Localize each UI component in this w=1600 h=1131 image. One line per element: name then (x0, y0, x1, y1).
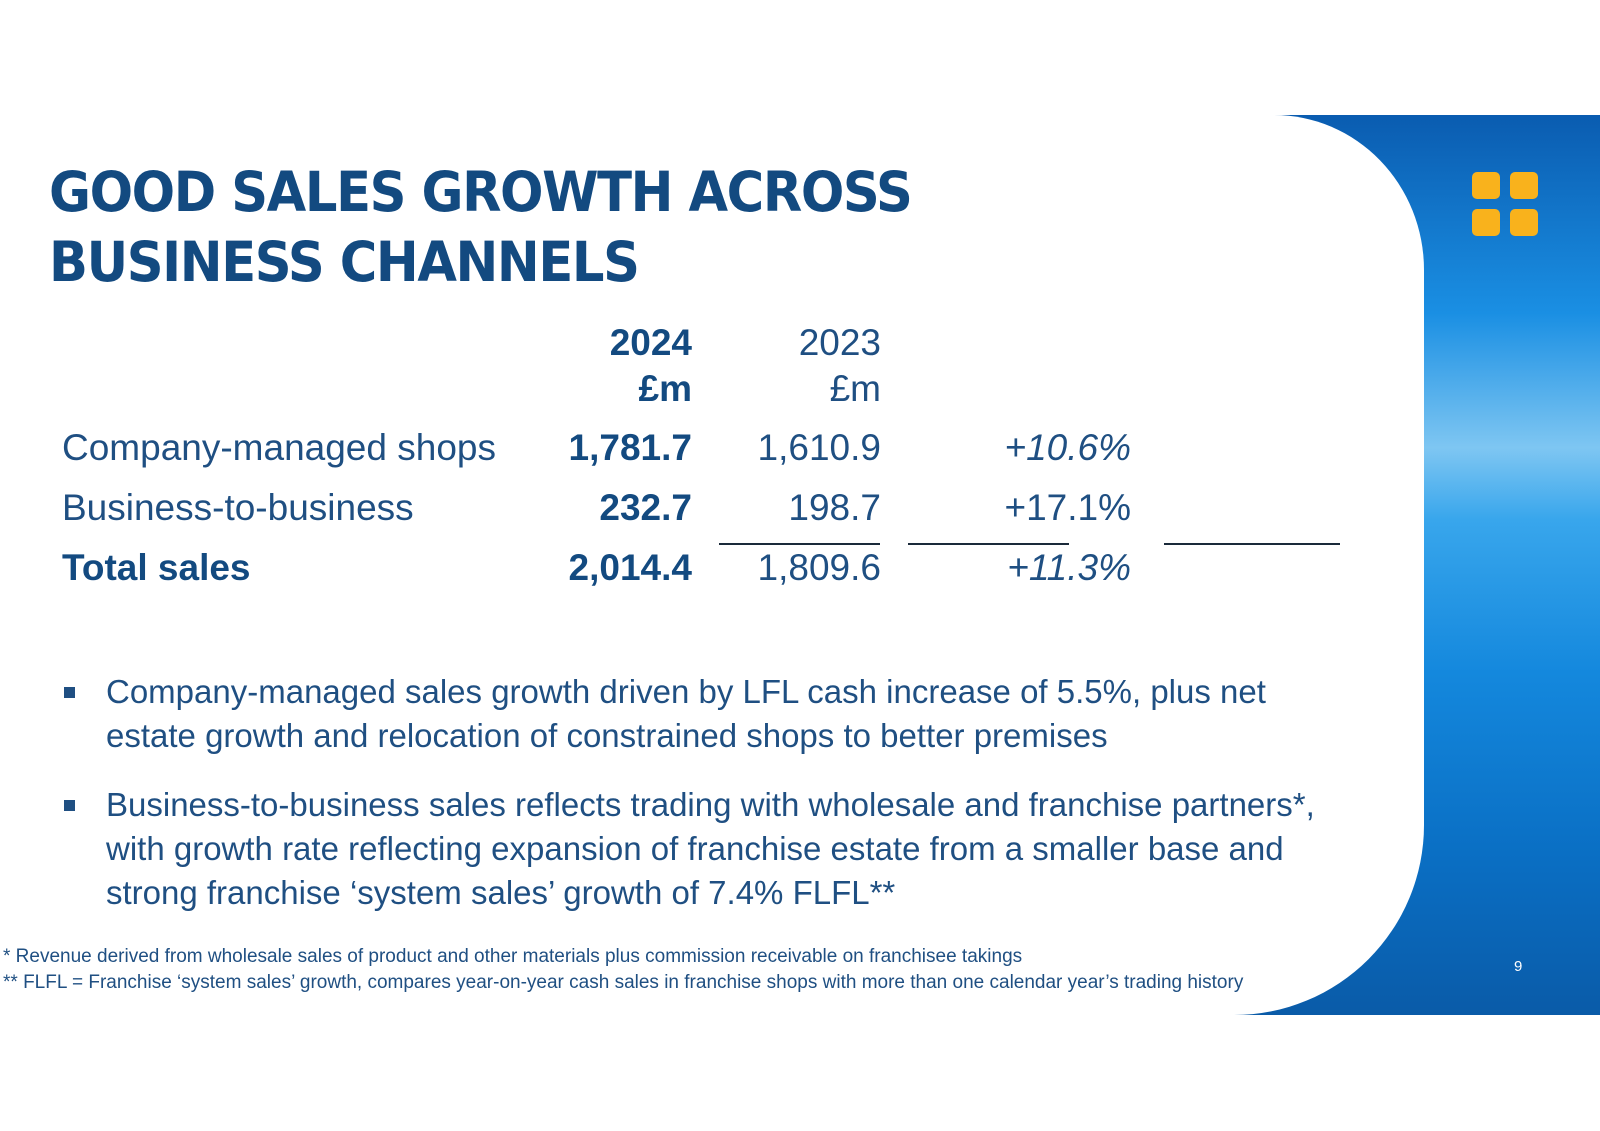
row-value-2023-company-managed: 1,610.9 (757, 427, 881, 468)
content-panel: GOOD SALES GROWTH ACROSS BUSINESS CHANNE… (0, 115, 1424, 1015)
bullet-square-icon (64, 687, 75, 698)
slide-title: GOOD SALES GROWTH ACROSS BUSINESS CHANNE… (49, 157, 913, 297)
slide: GOOD SALES GROWTH ACROSS BUSINESS CHANNE… (0, 115, 1600, 1015)
header-unit-2023: £m (829, 368, 881, 409)
bullet-item: Business-to-business sales reflects trad… (60, 783, 1360, 915)
header-year-2023: 2023 (798, 322, 881, 363)
bullet-item: Company-managed sales growth driven by L… (60, 670, 1360, 758)
row-label-b2b: Business-to-business (62, 487, 414, 528)
total-rule-change (1164, 543, 1340, 545)
row-value-2024-b2b: 232.7 (599, 487, 692, 528)
header-unit-2024: £m (638, 368, 692, 409)
bullet-text: Business-to-business sales reflects trad… (106, 786, 1315, 911)
row-change-b2b: +17.1% (1004, 487, 1131, 528)
bullet-list: Company-managed sales growth driven by L… (60, 670, 1360, 940)
total-rule-2024 (719, 543, 880, 545)
bullet-text: Company-managed sales growth driven by L… (106, 673, 1266, 754)
row-value-2023-b2b: 198.7 (788, 487, 881, 528)
row-value-2024-company-managed: 1,781.7 (568, 427, 692, 468)
four-squares-logo-icon (1472, 172, 1540, 238)
row-change-total: +11.3% (1007, 547, 1131, 588)
page-number: 9 (1514, 958, 1523, 975)
footnote-2: ** FLFL = Franchise ‘system sales’ growt… (3, 972, 1244, 993)
row-change-company-managed: +10.6% (1004, 427, 1131, 468)
row-value-2023-total: 1,809.6 (757, 547, 881, 588)
bullet-square-icon (64, 800, 75, 811)
title-line-1: GOOD SALES GROWTH ACROSS (49, 160, 913, 224)
row-label-company-managed: Company-managed shops (62, 427, 496, 468)
row-label-total: Total sales (62, 547, 251, 588)
title-line-2: BUSINESS CHANNELS (49, 230, 640, 294)
total-rule-2023 (908, 543, 1069, 545)
row-value-2024-total: 2,014.4 (568, 547, 692, 588)
header-year-2024: 2024 (609, 322, 692, 363)
footnote-1: * Revenue derived from wholesale sales o… (3, 946, 1023, 967)
